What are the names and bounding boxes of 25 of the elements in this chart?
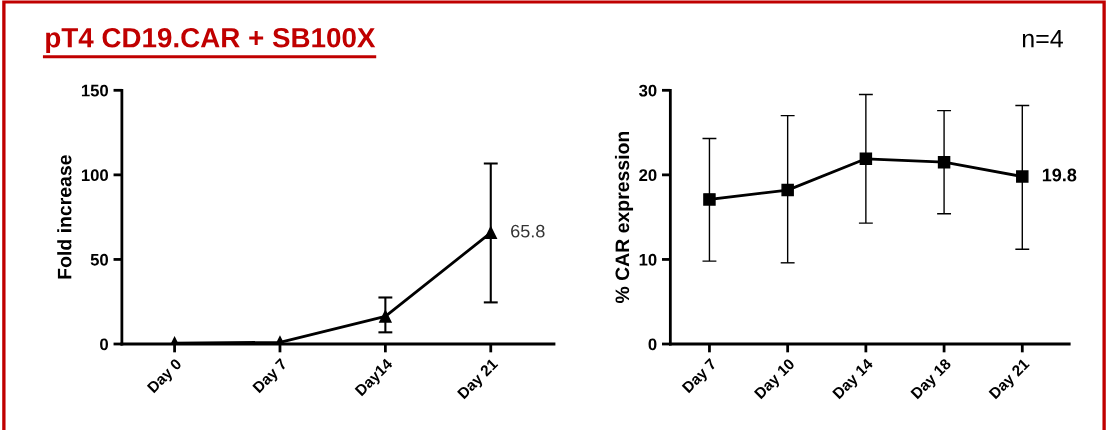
x-tick-label: Day 7 bbox=[252, 358, 290, 396]
x-tick-label: Day 14 bbox=[832, 357, 876, 402]
point bbox=[1016, 170, 1029, 183]
chart-title: pT4 CD19.CAR + SB100X bbox=[46, 27, 376, 54]
y-tick-label: 30 bbox=[638, 84, 657, 97]
x-tick-label: Day 21 bbox=[456, 357, 501, 402]
y-axis-title: % CAR expression bbox=[614, 131, 634, 304]
y-tick-label: 0 bbox=[648, 338, 657, 351]
x-tick-label: Day 18 bbox=[910, 357, 954, 402]
y-tick-label: 20 bbox=[639, 169, 657, 182]
x-tick-label: Day 21 bbox=[988, 357, 1033, 402]
y-tick-label: 150 bbox=[81, 84, 109, 97]
y-tick-label: 0 bbox=[100, 338, 108, 351]
y-tick-label: 50 bbox=[90, 253, 108, 266]
text: n=4 bbox=[1022, 30, 1063, 48]
data-label: 65.8 bbox=[511, 224, 545, 238]
x-tick-label: Day 10 bbox=[753, 357, 798, 402]
y-tick-label: 100 bbox=[81, 169, 109, 182]
y-axis-title: Fold increase bbox=[57, 155, 72, 279]
point bbox=[703, 193, 716, 206]
y-tick-label: 10 bbox=[639, 253, 657, 266]
point bbox=[781, 183, 794, 197]
data-label: 19.8 bbox=[1042, 168, 1077, 182]
x-tick-label: Day 0 bbox=[146, 357, 185, 396]
x-tick-label: Day 7 bbox=[681, 358, 720, 396]
